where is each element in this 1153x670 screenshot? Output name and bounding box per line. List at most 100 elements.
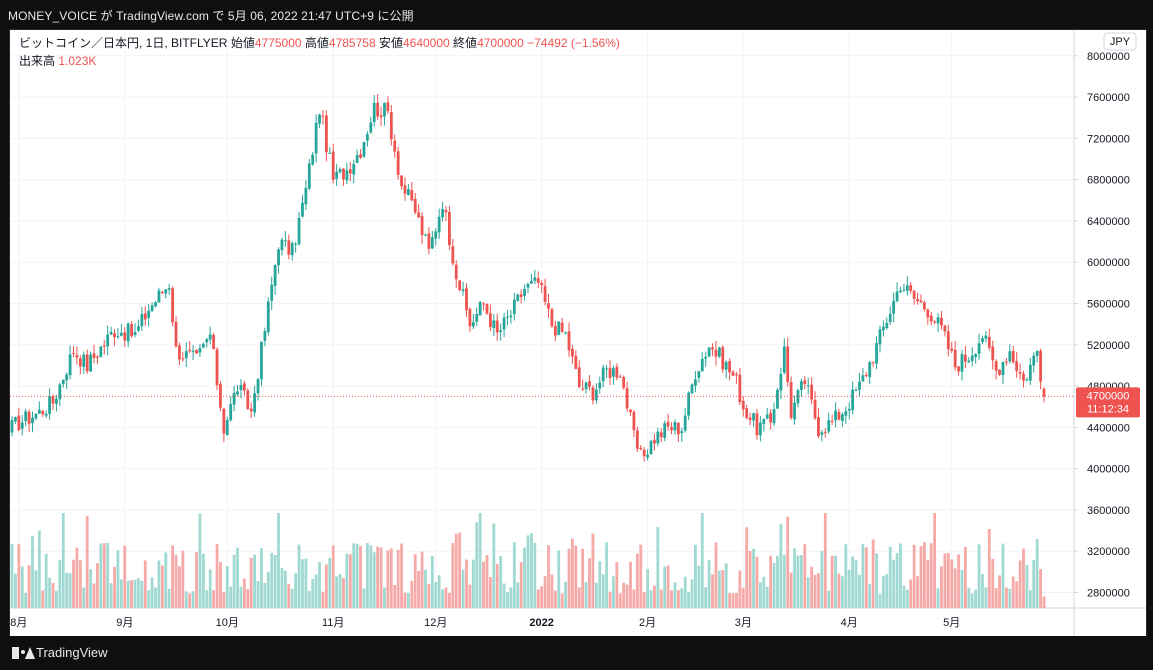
volume-bar [502,583,506,608]
volume-bar [830,555,834,608]
candle-body [888,313,892,323]
volume-bar [355,543,359,608]
volume-bar [765,586,769,608]
volume-bar [96,563,99,608]
volume-bar [215,543,219,608]
candle-body [799,381,803,391]
volume-bar [389,548,393,608]
volume-bar [523,547,526,608]
candle-body [239,384,243,391]
volume-bar [943,553,947,608]
candle-body [926,309,930,318]
candle-body [605,368,608,370]
volume-bar [704,587,708,608]
volume-bar [1015,581,1019,608]
y-tick-label: 6000000 [1087,257,1130,269]
candle-body [823,431,827,433]
volume-bar [540,586,544,608]
volume-bar [167,588,171,608]
candle-body [680,431,684,434]
volume-bar [615,562,619,608]
volume-bar [629,561,632,608]
candle-body [615,366,619,378]
volume-bar [936,588,940,608]
candle-body [639,447,643,450]
volume-bar [916,576,919,608]
volume-bar [1001,543,1005,608]
volume-bar [789,572,793,608]
candle-body [376,102,380,117]
volume-bar [468,584,472,608]
candle-body [386,102,390,112]
candle-body [608,367,612,378]
candle-body [253,393,257,413]
volume-bar [260,548,263,608]
candle-body [24,411,28,422]
volume-bar [922,542,926,608]
candle-body [212,335,216,349]
candle-body [834,410,837,421]
candle-body [140,314,144,327]
candle-body [448,212,451,246]
volume-bar [721,570,725,608]
volume-bar [287,584,291,608]
candle-body [817,417,820,436]
candle-body [533,277,537,281]
candle-body [454,264,458,280]
candle-body [779,373,783,391]
volume-bar [157,560,161,608]
candle-body [601,367,605,382]
y-tick-label: 4000000 [1087,464,1130,476]
volume-bar [509,587,513,608]
candle-body [236,391,239,395]
candle-body [577,367,581,387]
volume-bar [413,554,417,608]
volume-bar [499,556,503,608]
candle-body [755,413,759,436]
tradingview-brand-label: TradingView [36,645,108,660]
candle-body [550,309,554,327]
candle-body [738,374,742,403]
candle-body [102,345,106,347]
volume-bar [892,559,896,608]
volume-bar [489,577,492,608]
volume-bar [471,559,475,608]
candle-body [154,302,157,307]
volume-bar [847,569,851,608]
candle-body [89,354,92,372]
candle-body [147,310,151,318]
volume-bar [102,543,106,608]
candle-body [735,374,738,376]
candle-body [471,322,475,327]
candle-body [540,282,544,286]
volume-bar [133,579,137,608]
candle-body [10,420,14,433]
candle-body [328,152,332,154]
volume-bar [974,589,978,608]
candle-body [871,361,875,363]
candle-body [881,326,885,331]
candle-body [290,243,294,256]
x-tick-label: 12月 [424,617,447,629]
candle-body [225,419,229,436]
candle-body [427,233,431,249]
candle-body [270,284,274,301]
candle-body [283,240,287,242]
chart-panel[interactable]: 8000000 7600000 7200000 6800000 6400000 60000… [9,29,1147,637]
publish-title: MONEY_VOICE が TradingView.com で 5月 06, 2… [8,9,414,23]
volume-bar [728,593,732,608]
volume-bar [400,543,403,608]
y-tick-label: 7600000 [1087,92,1130,104]
candle-body [793,402,796,420]
volume-bar [304,558,308,608]
volume-bar [164,552,168,608]
volume-bar [929,543,933,608]
candlestick-chart[interactable]: 8000000 7600000 7200000 6800000 6400000 60000… [10,30,1146,636]
candle-body [348,169,352,174]
candle-body [113,333,116,338]
currency-button[interactable] [1103,32,1137,51]
volume-bar [1042,596,1046,608]
volume-bar [14,573,17,608]
tradingview-logo[interactable]: TradingView [12,645,108,660]
candle-body [75,355,79,358]
